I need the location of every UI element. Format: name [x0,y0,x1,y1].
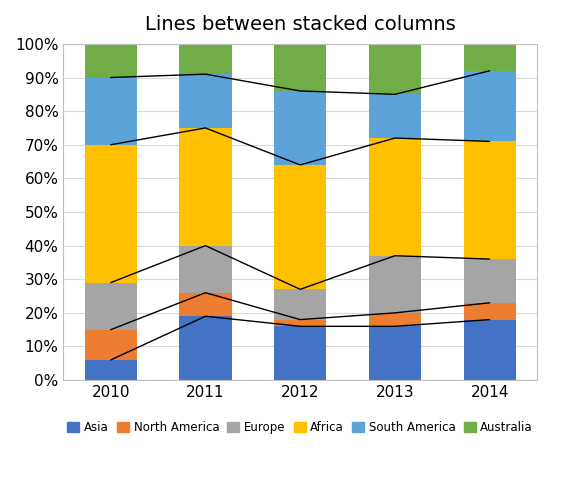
Bar [464,141,516,259]
Bar [464,44,516,71]
Legend: Asia, North America, Europe, Africa, South America, Australia: Asia, North America, Europe, Africa, Sou… [63,416,538,439]
Bar [179,128,232,246]
Bar [179,246,232,293]
Bar [179,293,232,316]
Bar [274,165,326,289]
Bar [464,259,516,303]
Title: Lines between stacked columns: Lines between stacked columns [145,15,456,34]
Bar [179,74,232,128]
Bar [369,138,421,256]
Bar [85,145,137,282]
Bar [274,326,326,380]
Bar [274,44,326,91]
Bar [85,282,137,330]
Bar [274,91,326,165]
Bar [85,44,137,78]
Bar [85,360,137,380]
Bar [274,289,326,320]
Bar [274,320,326,326]
Bar [179,44,232,74]
Bar [369,326,421,380]
Bar [369,256,421,313]
Bar [85,78,137,145]
Bar [369,94,421,138]
Bar [369,44,421,94]
Bar [464,303,516,320]
Bar [464,71,516,141]
Bar [369,313,421,326]
Bar [179,316,232,380]
Bar [464,320,516,380]
Bar [85,330,137,360]
